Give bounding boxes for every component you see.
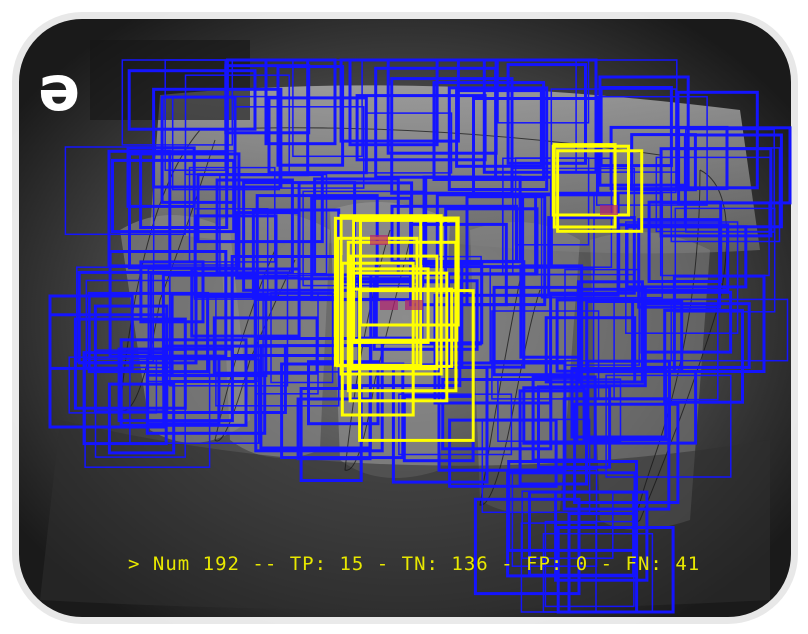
negative-detection-box [492, 285, 583, 377]
negative-detection-box [398, 393, 513, 456]
negative-detection-box [145, 373, 267, 435]
negative-detection-box [437, 361, 567, 472]
positive-detection-box [348, 271, 449, 403]
positive-detection-box [359, 216, 460, 327]
negative-detection-box [107, 149, 172, 268]
negative-detection-box [564, 268, 640, 366]
negative-detection-box [160, 95, 237, 204]
negative-detection-box [567, 512, 639, 614]
negative-detection-box [169, 275, 289, 387]
negative-detection-box [264, 58, 337, 146]
negative-detection-box [313, 177, 400, 277]
lesion-highlight [600, 205, 618, 215]
negative-detection-box [659, 202, 770, 277]
negative-detection-box [441, 378, 553, 451]
negative-detection-box [613, 298, 719, 401]
negative-detection-box [465, 195, 547, 307]
negative-detection-box [676, 90, 759, 190]
negative-detection-box [299, 387, 363, 482]
negative-detection-box [599, 86, 673, 168]
negative-detection-box [121, 59, 234, 146]
lesion-highlight [405, 300, 423, 310]
positive-detection-box [346, 240, 458, 393]
positive-detection-box [350, 287, 454, 368]
negative-detection-box [586, 359, 672, 442]
negative-detection-box [128, 152, 241, 270]
positive-detection-box [340, 261, 415, 417]
negative-detection-box [219, 173, 328, 275]
positive-detection-box [556, 149, 644, 233]
negative-detection-box [119, 338, 248, 427]
negative-detection-box [637, 218, 722, 309]
negative-detection-box [254, 337, 384, 453]
negative-detection-box [212, 316, 319, 375]
lesion-highlight [380, 300, 398, 310]
negative-detection-box [365, 112, 453, 174]
detection-stats: > Num 192 -- TP: 15 - TN: 136 - FP: 0 - … [128, 553, 700, 575]
negative-detection-box [640, 290, 733, 354]
negative-detection-box [537, 385, 612, 469]
negative-detection-box [82, 351, 168, 446]
negative-detection-box [255, 194, 379, 301]
negative-detection-box [674, 207, 776, 313]
negative-detection-box [617, 223, 730, 292]
negative-detection-box [685, 128, 775, 233]
negative-detection-box [355, 94, 487, 162]
positive-detection-box [551, 144, 631, 217]
negative-detection-box [554, 490, 649, 582]
negative-detection-box [491, 310, 600, 400]
lesion-highlight [370, 235, 388, 245]
negative-detection-box [575, 370, 698, 445]
negative-detection-box [68, 356, 158, 414]
film-orientation-marker: e [38, 61, 80, 134]
negative-detection-box [659, 147, 773, 238]
negative-detection-box [276, 65, 345, 167]
negative-detection-box [64, 146, 186, 236]
negative-detection-box [630, 133, 697, 192]
negative-detection-box [73, 317, 187, 410]
negative-detection-box [107, 382, 176, 455]
negative-detection-box [531, 375, 597, 462]
negative-detection-box [455, 89, 543, 168]
negative-detection-box [188, 166, 276, 263]
negative-detection-box [129, 358, 260, 444]
negative-detection-box [339, 58, 460, 143]
negative-detection-box [190, 267, 301, 338]
negative-detection-box [497, 59, 590, 124]
negative-detection-box [448, 418, 558, 488]
negative-detection-box [555, 298, 635, 373]
negative-detection-box [663, 308, 745, 404]
negative-detection-box [126, 146, 196, 208]
detection-boxes [48, 58, 792, 614]
negative-detection-box [127, 69, 257, 131]
negative-detection-box [224, 64, 311, 135]
negative-detection-box [540, 192, 664, 299]
negative-detection-box [497, 378, 622, 442]
negative-detection-box [87, 291, 210, 374]
negative-detection-box [297, 181, 414, 281]
negative-detection-box [573, 402, 680, 505]
negative-detection-box [270, 292, 334, 384]
negative-detection-box [473, 497, 581, 596]
negative-detection-box [432, 81, 546, 181]
negative-detection-box [625, 221, 739, 334]
negative-detection-box [139, 260, 205, 324]
negative-detection-box [390, 77, 514, 195]
negative-detection-box [550, 88, 677, 194]
